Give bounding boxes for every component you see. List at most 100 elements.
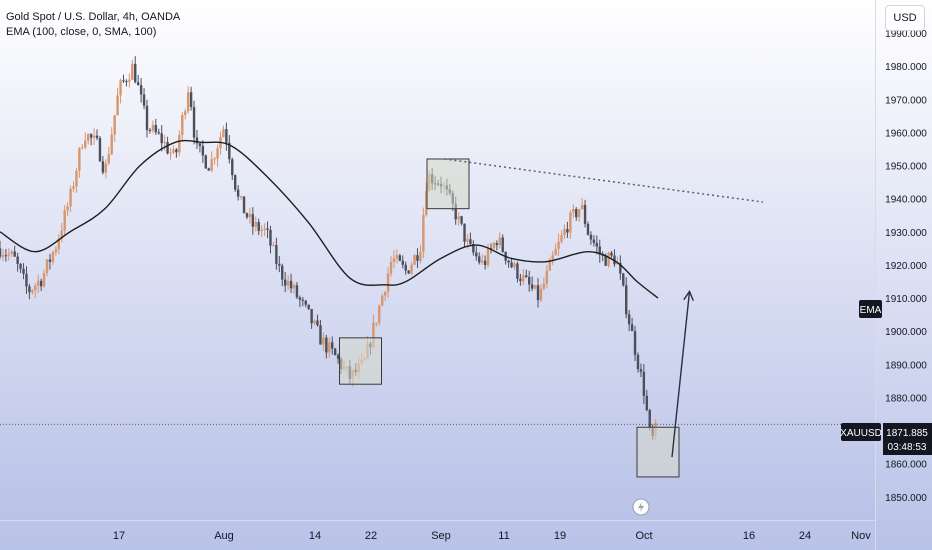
time-tick-label: Sep <box>431 530 451 542</box>
candle <box>483 255 487 270</box>
candle <box>45 259 49 277</box>
candle <box>572 204 575 218</box>
price-tick-label: 1940.000 <box>885 195 927 206</box>
candle <box>128 73 131 88</box>
candle <box>395 249 399 264</box>
candle <box>489 243 493 254</box>
price-scale[interactable]: 1990.000 1980.000 1970.000 1960.000 1950.000… <box>885 29 927 504</box>
candle <box>610 250 613 258</box>
candle <box>525 269 528 278</box>
candle <box>48 254 52 270</box>
candle <box>119 78 122 104</box>
candle <box>160 125 163 152</box>
candle <box>530 276 534 292</box>
last-price-tag: 1871.885 03:48:53 <box>883 423 932 455</box>
candle <box>169 148 172 160</box>
arrow-drawing[interactable] <box>671 291 691 458</box>
candle <box>139 78 143 103</box>
candle <box>507 259 510 268</box>
candle <box>13 245 16 258</box>
candle <box>575 207 578 221</box>
ema-tag: EMA <box>859 300 882 318</box>
price-tick-label: 1960.000 <box>885 128 927 139</box>
candle <box>577 208 581 222</box>
symbol-legend[interactable]: Gold Spot / U.S. Dollar, 4h, OANDA <box>6 11 181 23</box>
price-tick-label: 1920.000 <box>885 261 927 272</box>
candle <box>298 295 302 308</box>
candle <box>410 261 413 276</box>
symbol-tag: XAUUSD <box>840 423 882 441</box>
price-tick-label: 1880.000 <box>885 393 927 404</box>
candle <box>7 248 11 261</box>
candle <box>333 347 337 356</box>
price-tick-label: 1910.000 <box>885 294 927 305</box>
candle <box>419 245 422 264</box>
candle <box>198 143 202 153</box>
candle <box>113 115 116 143</box>
candle <box>301 296 305 307</box>
candle <box>313 319 316 325</box>
candle <box>69 185 72 213</box>
candle <box>60 222 63 243</box>
candle <box>195 129 199 149</box>
candle <box>42 269 46 288</box>
lightning-icon[interactable] <box>632 498 650 516</box>
candle <box>492 241 496 250</box>
candle <box>633 325 637 362</box>
candle <box>495 240 499 251</box>
candle <box>178 130 181 157</box>
candle <box>57 234 60 255</box>
candle <box>110 127 113 156</box>
candle <box>636 352 640 373</box>
candle <box>425 182 428 217</box>
rectangle-drawing[interactable] <box>426 158 470 210</box>
candle <box>331 336 334 355</box>
candle <box>163 134 166 151</box>
candle <box>75 167 78 193</box>
candle <box>184 108 187 120</box>
currency-button[interactable]: USD <box>885 5 925 31</box>
candle <box>175 148 178 158</box>
rectangle-drawing[interactable] <box>339 337 382 385</box>
candle <box>475 246 478 261</box>
time-tick-label: 16 <box>743 530 755 542</box>
candle <box>289 273 293 293</box>
candle <box>513 261 516 270</box>
candle <box>595 235 599 255</box>
candle <box>239 195 243 200</box>
candle <box>592 235 596 247</box>
chart-legend: Gold Spot / U.S. Dollar, 4h, OANDA EMA (… <box>6 10 180 40</box>
candle <box>286 274 290 290</box>
candle <box>116 87 119 116</box>
ema-line[interactable] <box>0 139 659 299</box>
candle <box>569 210 572 239</box>
candle <box>207 167 210 171</box>
candle <box>257 218 260 236</box>
candle <box>28 283 31 300</box>
candle <box>551 250 554 266</box>
candle <box>1 249 5 262</box>
candle <box>275 237 278 270</box>
trendline-drawing[interactable] <box>444 158 764 203</box>
candle <box>548 257 551 271</box>
candle <box>336 353 340 364</box>
price-tick-label: 1930.000 <box>885 228 927 239</box>
candle <box>54 245 58 256</box>
indicator-legend[interactable]: EMA (100, close, 0, SMA, 100) <box>6 26 157 38</box>
candle <box>295 282 299 299</box>
candle <box>566 221 569 238</box>
candle <box>131 59 134 80</box>
candle <box>316 314 319 327</box>
candle <box>563 224 566 239</box>
candle <box>192 100 196 145</box>
last-price-label: 1871.885 <box>886 428 928 439</box>
candle <box>136 74 140 86</box>
candle <box>234 174 237 192</box>
candle <box>589 231 593 245</box>
candle <box>225 122 228 151</box>
time-scale[interactable]: 17 Aug 14 22 Sep 11 19 Oct 16 24 Nov <box>113 530 871 542</box>
candle <box>519 273 522 286</box>
candle <box>148 128 152 134</box>
candle <box>89 133 93 146</box>
